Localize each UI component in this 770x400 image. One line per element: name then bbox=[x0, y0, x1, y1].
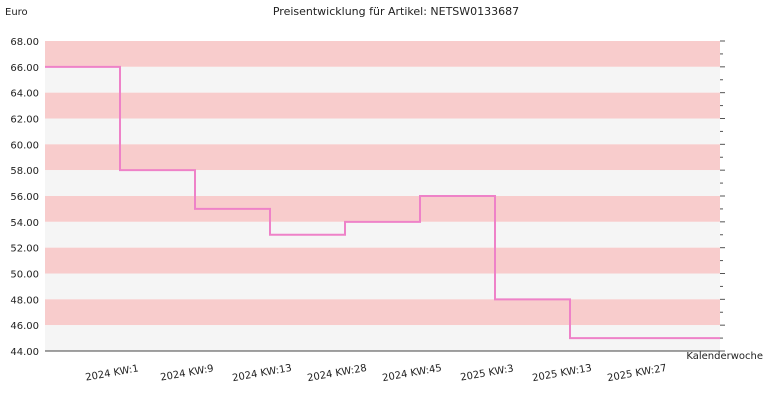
y-tick-label: 46.00 bbox=[10, 321, 39, 332]
y-tick-label: 56.00 bbox=[10, 192, 39, 203]
price-series-line bbox=[45, 65, 720, 340]
y-tick-label: 48.00 bbox=[10, 295, 39, 306]
x-tick-label: 2024 KW:9 bbox=[160, 363, 215, 383]
band bbox=[45, 247, 720, 274]
band bbox=[45, 299, 720, 326]
y-tick-label: 50.00 bbox=[10, 270, 39, 281]
y-axis: 44.00 46.00 48.00 50.00 52.00 54.00 56.00 58.00… bbox=[10, 37, 725, 358]
band bbox=[45, 144, 720, 171]
band bbox=[45, 92, 720, 119]
x-tick-label: 2025 KW:13 bbox=[531, 363, 592, 384]
y-tick-label: 62.00 bbox=[10, 115, 39, 126]
background-bands bbox=[45, 41, 720, 351]
band bbox=[45, 170, 720, 196]
x-tick-label: 2024 KW:13 bbox=[231, 363, 292, 384]
x-axis: 2024 KW:1 2024 KW:9 2024 KW:13 2024 KW:28 20… bbox=[85, 363, 668, 384]
y-tick-label: 68.00 bbox=[10, 37, 39, 48]
band bbox=[45, 196, 720, 222]
y-tick-label: 52.00 bbox=[10, 244, 39, 255]
y-tick-label: 58.00 bbox=[10, 166, 39, 177]
band bbox=[45, 66, 720, 93]
band bbox=[45, 118, 720, 145]
y-tick-label: 44.00 bbox=[10, 347, 39, 358]
y-tick-label: 54.00 bbox=[10, 218, 39, 229]
band bbox=[45, 221, 720, 248]
y-tick-label: 60.00 bbox=[10, 140, 39, 151]
band bbox=[45, 273, 720, 300]
x-axis-label: Kalenderwoche bbox=[686, 351, 763, 362]
chart-title: Preisentwicklung für Artikel: NETSW01336… bbox=[273, 5, 519, 18]
x-tick-label: 2025 KW:27 bbox=[606, 363, 667, 384]
y-tick-label: 64.00 bbox=[10, 89, 39, 100]
y-tick-label: 66.00 bbox=[10, 63, 39, 74]
y-axis-label: Euro bbox=[5, 7, 28, 18]
x-tick-label: 2024 KW:28 bbox=[306, 363, 367, 384]
x-tick-label: 2024 KW:45 bbox=[381, 363, 442, 384]
band bbox=[45, 41, 720, 67]
x-tick-label: 2024 KW:1 bbox=[85, 363, 140, 383]
x-tick-label: 2025 KW:3 bbox=[460, 363, 515, 383]
